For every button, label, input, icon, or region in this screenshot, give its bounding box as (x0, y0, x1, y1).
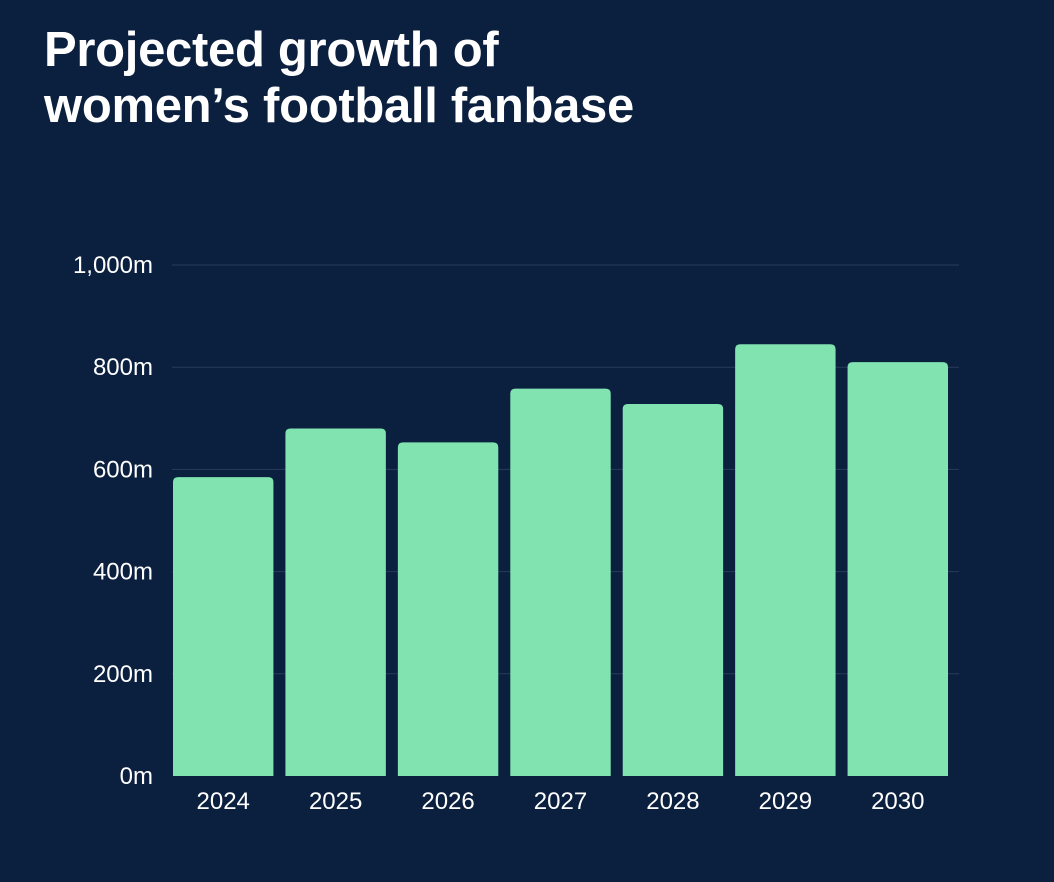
y-tick-label: 1,000m (73, 252, 153, 279)
y-tick-label: 0m (120, 763, 153, 790)
chart-title-line-1: Projected growth of (44, 23, 499, 77)
bars (173, 344, 948, 776)
x-tick-label: 2030 (871, 788, 924, 815)
chart-title: Projected growth of women’s football fan… (44, 22, 944, 134)
bar-2026 (397, 442, 499, 776)
y-tick-label: 800m (93, 354, 153, 381)
x-tick-label: 2027 (534, 788, 587, 815)
x-tick-label: 2026 (421, 788, 474, 815)
bar-2025 (285, 428, 386, 776)
chart-title-line-2: women’s football fanbase (44, 79, 634, 133)
bar-2030 (847, 362, 948, 776)
x-tick-label: 2029 (759, 788, 812, 815)
x-tick-label: 2024 (197, 788, 250, 815)
x-axis-ticks: 2024 2025 2026 2027 2028 2029 2030 (197, 788, 925, 815)
bar-2028 (622, 403, 724, 776)
y-tick-label: 600m (93, 456, 153, 483)
bar-2029 (735, 344, 836, 776)
y-axis-ticks: 0m 200m 400m 600m 800m 1,000m (73, 252, 153, 790)
bar-2024 (173, 477, 274, 776)
x-tick-label: 2028 (646, 788, 699, 815)
y-tick-label: 400m (93, 559, 153, 586)
y-tick-label: 200m (93, 661, 153, 688)
bar-2027 (510, 388, 611, 776)
x-tick-label: 2025 (309, 788, 362, 815)
